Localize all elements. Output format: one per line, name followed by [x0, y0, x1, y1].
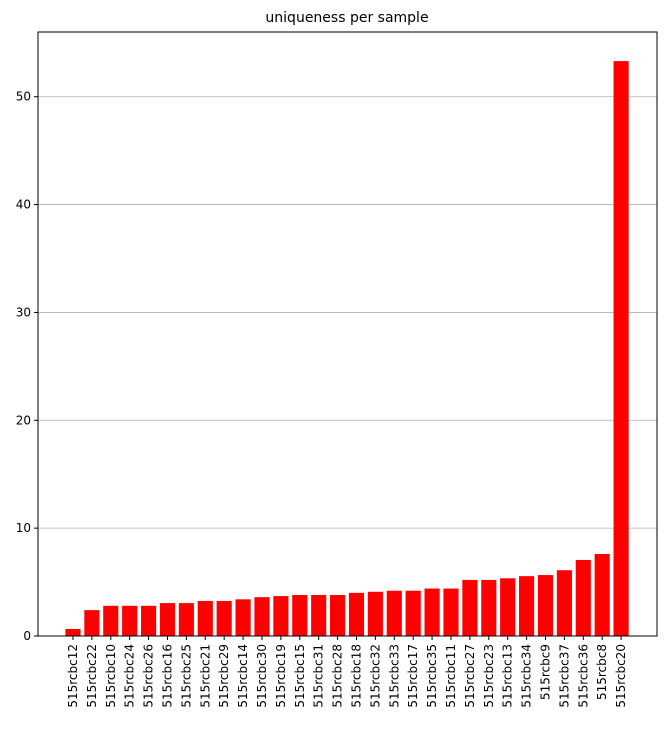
bar [462, 579, 478, 636]
bar [519, 576, 535, 636]
bar [367, 591, 383, 636]
y-tick-label: 10 [16, 521, 31, 535]
bar [537, 575, 554, 636]
x-tick-label: 515rcbc10 [104, 644, 118, 708]
x-tick-label: 515rcbc36 [576, 644, 590, 708]
bar [197, 600, 213, 636]
chart-title: uniqueness per sample [265, 10, 428, 26]
x-tick-label: 515rcbc12 [66, 644, 80, 708]
bar [613, 61, 629, 636]
bar [424, 588, 440, 636]
x-tick-label: 515rcbc31 [312, 644, 326, 708]
x-tick-label: 515rcbc22 [85, 644, 99, 708]
x-tick-label: 515rcbc15 [293, 644, 307, 708]
bar [122, 605, 138, 636]
bar [292, 595, 308, 636]
x-tick-label: 515rcbc33 [387, 644, 401, 708]
x-tick-label: 515rcbc26 [142, 644, 156, 708]
bar [159, 603, 176, 636]
bar [103, 605, 119, 636]
bar [311, 595, 327, 636]
x-tick-label: 515rcbc23 [482, 644, 496, 708]
bar [575, 559, 591, 636]
plot-frame [37, 31, 658, 637]
x-tick-label: 515rcbc24 [123, 644, 137, 708]
x-tick-label: 515rcbc29 [217, 644, 231, 708]
x-tick-label: 515rcbc28 [331, 644, 345, 708]
bar [405, 590, 421, 636]
y-tick-label: 50 [16, 90, 31, 104]
x-tick-label: 515rcbc27 [463, 644, 477, 708]
bar [216, 600, 232, 636]
x-tick-label: 515rcbc14 [236, 644, 250, 708]
bar [235, 599, 251, 636]
x-tick-label: 515rcbc11 [444, 644, 458, 708]
x-tick-label: 515rcbc20 [614, 644, 628, 708]
y-tick-label: 30 [16, 305, 31, 319]
bar [481, 579, 497, 636]
bar [348, 592, 365, 636]
x-tick-label: 515rcbc18 [349, 644, 363, 708]
bar [443, 588, 459, 636]
x-tick-label: 515rcbc17 [406, 644, 420, 708]
bar [178, 603, 194, 636]
x-tick-label: 515rcbc9 [538, 644, 552, 700]
x-tick-label: 515rcbc19 [274, 644, 288, 708]
bar [65, 628, 81, 636]
x-tick-label: 515rcbc30 [255, 644, 269, 708]
x-tick-label: 515rcbc25 [179, 644, 193, 708]
x-tick-label: 515rcbc37 [557, 644, 571, 708]
bar [386, 590, 402, 636]
bar [556, 570, 572, 636]
x-tick-label: 515rcbc32 [368, 644, 382, 708]
bar [330, 595, 346, 636]
y-tick-label: 40 [16, 198, 31, 212]
bar [500, 578, 516, 636]
y-tick-label: 20 [16, 413, 31, 427]
bar [594, 554, 610, 636]
bar [141, 605, 157, 636]
x-tick-label: 515rcbc13 [501, 644, 515, 708]
x-tick-label: 515rcbc8 [595, 644, 609, 700]
bar [273, 596, 289, 636]
bar [84, 610, 100, 636]
x-tick-label: 515rcbc34 [520, 644, 534, 708]
x-tick-label: 515rcbc21 [198, 644, 212, 708]
y-tick-label: 0 [23, 629, 31, 643]
x-tick-label: 515rcbc16 [160, 644, 174, 708]
x-tick-label: 515rcbc35 [425, 644, 439, 708]
bar [254, 597, 270, 636]
